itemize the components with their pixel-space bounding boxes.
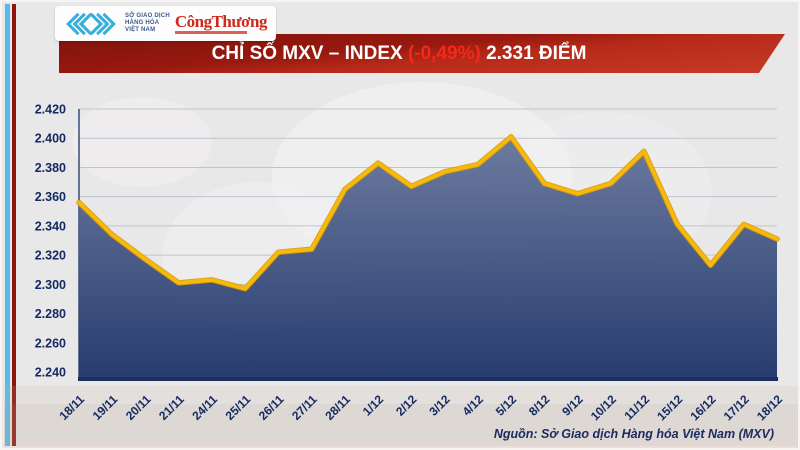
y-axis-labels: 2.420 2.400 2.380 2.360 2.340 2.320 2.300 2.280… — [35, 103, 66, 380]
source-credit: Nguồn: Sở Giao dịch Hàng hóa Việt Nam (M… — [493, 427, 774, 441]
index-line — [77, 135, 779, 291]
y-tick-label: 2.380 — [35, 161, 66, 175]
y-tick-label: 2.260 — [35, 336, 66, 350]
y-tick-label: 2.360 — [35, 190, 66, 204]
title-prefix: CHỈ SỐ MXV – INDEX — [211, 43, 408, 64]
x-axis-line — [78, 377, 778, 381]
y-tick-label: 2.420 — [35, 103, 66, 117]
title-suffix: 2.331 ĐIỂM — [480, 43, 587, 64]
y-tick-label: 2.320 — [35, 249, 66, 263]
y-tick-label: 2.280 — [35, 307, 66, 321]
index-change: (-0,49%) — [407, 43, 481, 64]
congthuong-logo: CôngThương — [174, 12, 268, 34]
mxv-chevrons-icon — [66, 12, 116, 35]
index-area-fill — [79, 136, 777, 379]
y-tick-label: 2.400 — [35, 132, 66, 146]
left-cyan-stripe — [5, 4, 10, 446]
chart-title: CHỈ SỐ MXV – INDEX (-0,49%) 2.331 ĐIỂM — [59, 34, 785, 73]
y-tick-label: 2.240 — [35, 366, 66, 380]
mxv-congthuong-logo: SỞ GIAO DỊCH HÀNG HÓA VIỆT NAM CôngThươn… — [55, 6, 276, 41]
congthuong-wordmark: CôngThương — [174, 12, 268, 31]
y-tick-label: 2.340 — [35, 219, 66, 233]
congthuong-tagline-bar — [174, 31, 247, 34]
bottom-edge-strip — [4, 446, 796, 448]
left-red-stripe — [12, 4, 16, 446]
y-tick-label: 2.300 — [35, 278, 66, 292]
mxv-name: SỞ GIAO DỊCH HÀNG HÓA VIỆT NAM — [125, 13, 170, 33]
